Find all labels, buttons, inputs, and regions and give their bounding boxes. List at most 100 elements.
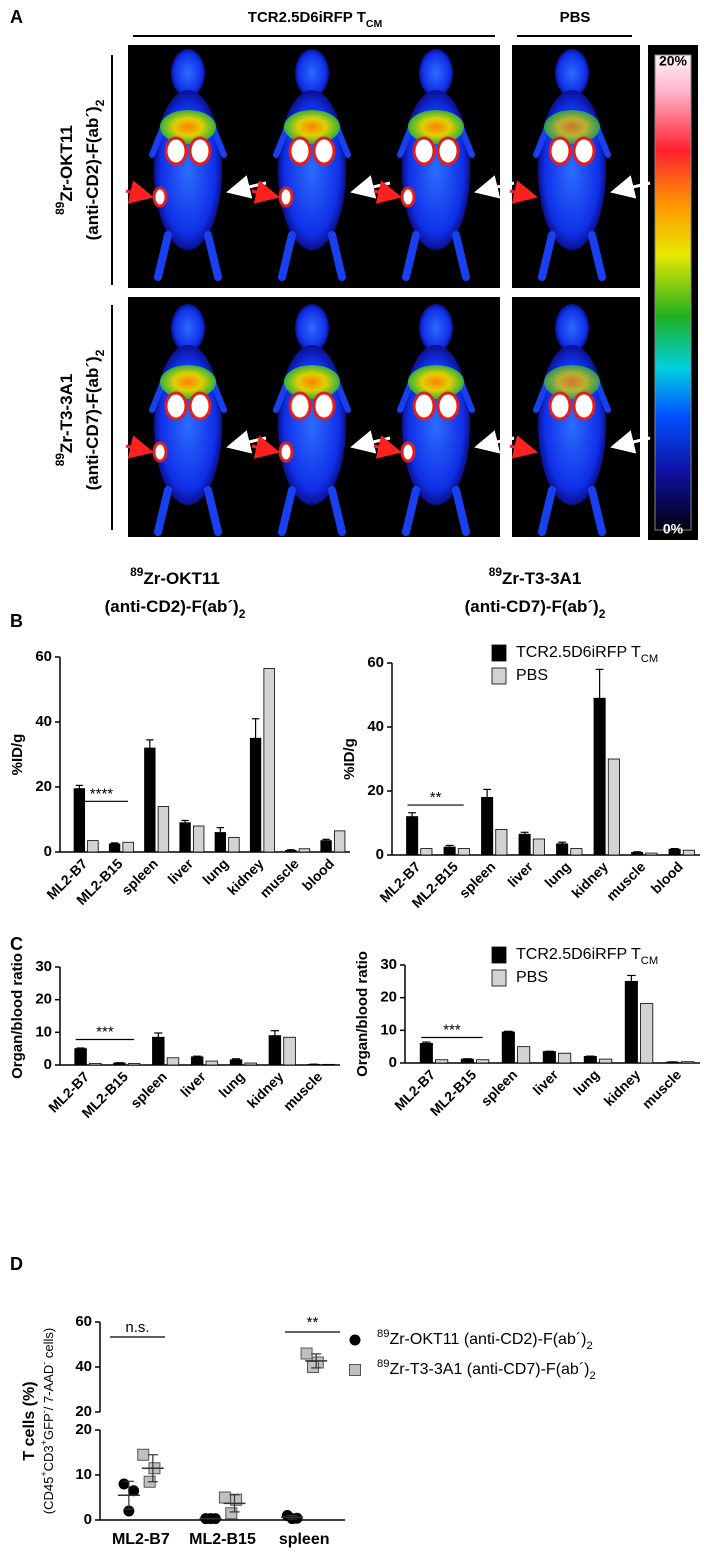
text-part: CD3 [41,1445,56,1471]
bar [681,1061,695,1064]
error-bar [193,1055,202,1057]
text-part: 89 [377,1328,389,1340]
kidney [572,136,596,166]
bar [558,1052,572,1064]
y-tick-label: 40 [75,1358,92,1375]
chart-title: (anti-CD2)-F(ab´)2 [105,597,246,621]
text-part: PBS [516,667,548,684]
bar [443,846,456,856]
text-part: 89 [489,565,503,579]
liver [544,365,600,399]
text-part: / 7-AAD [41,1365,56,1411]
mouse-leg [452,231,470,281]
bar [532,838,545,856]
y-tick-label: 40 [35,713,52,730]
text-part: (anti-CD2)-F(ab´) [83,106,102,240]
point [300,1347,313,1360]
tumor [400,186,416,208]
kidney [164,391,188,421]
x-tick-label: liver [177,1068,209,1100]
bar [179,822,191,853]
panel-label: D [10,1254,23,1274]
bar [481,797,494,856]
arrow-white [610,430,651,454]
group-header: TCR2.5D6iRFP TCM [248,9,383,30]
y-tick-label: 0 [84,1511,92,1528]
text-part: 89 [377,1358,389,1370]
bar [205,1060,219,1066]
sd-bar [123,1480,134,1510]
tumor [278,186,294,208]
error-bar [216,827,225,833]
kidney [288,136,312,166]
text-part: Zr-OKT11 [57,125,76,202]
x-tick-label: spleen [279,1531,330,1548]
significance-label: *** [443,1021,461,1038]
error-bar [251,718,260,739]
error-bar [75,784,84,789]
mouse-leg [204,486,222,536]
x-tick-label: blood [648,858,686,896]
error-bar [483,788,492,798]
bar [320,840,332,853]
text-part: - [39,1362,49,1365]
error-bar [520,831,529,835]
bar [556,843,569,856]
point [218,1491,231,1504]
text-part: GFP [41,1413,56,1440]
bar [108,843,121,853]
error-bar [558,841,567,844]
legend-label: PBS [516,969,548,986]
x-tick-label: spleen [478,1066,521,1109]
text-part: - [39,1410,49,1413]
y-tick-label: 10 [380,1021,397,1038]
colorbar [654,54,692,531]
colorbar-max: 20% [659,53,688,69]
point [118,1478,130,1490]
text-part: 2 [93,349,107,356]
bar [263,667,275,853]
y-tick-label: 30 [35,958,52,975]
x-tick-label: liver [164,855,196,887]
text-part: PBS [516,969,548,986]
legend-label: 89Zr-T3-3A1 (anti-CD7)-F(ab´)2 [377,1358,596,1382]
panel-label: B [10,611,23,631]
text-part: (anti-CD7)-F(ab´) [465,597,599,616]
bar [113,1062,126,1066]
bar [593,697,606,856]
error-bar [504,1030,513,1032]
mouse-leg [402,486,420,536]
kidney [188,391,212,421]
mouse-head [171,304,205,352]
bar [87,840,99,853]
liver [160,110,216,144]
bar [283,1036,296,1066]
mouse-head [295,49,329,97]
x-tick-label: muscle [639,1066,685,1112]
mouse-leg [154,231,172,281]
error-bar [408,812,417,817]
arrow-red [373,435,402,459]
x-tick-label: spleen [456,858,499,901]
text-part: Zr-T3-3A1 [502,569,581,588]
x-tick-label: ML2-B15 [189,1531,256,1548]
y-tick-label: 20 [380,989,397,1006]
x-tick-label: kidney [601,1066,644,1109]
colorbar-min: 0% [663,521,684,537]
error-bar [110,842,119,844]
bar [268,1035,282,1066]
arrow-white [474,430,515,454]
error-bar [287,849,295,851]
liver [284,110,340,144]
x-tick-label: muscle [603,858,649,904]
row-label: (anti-CD2)-F(ab´)2 [83,99,107,240]
liver [284,365,340,399]
legend-swatch [491,946,507,964]
bar [501,1031,515,1064]
bar [476,1059,490,1064]
bar [333,830,346,853]
mouse-leg [204,231,222,281]
legend-marker [349,1364,361,1376]
bar [190,1056,204,1066]
